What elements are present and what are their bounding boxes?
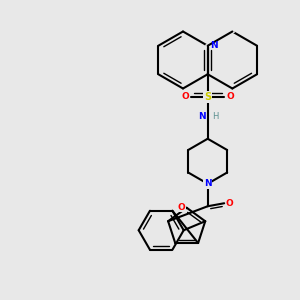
Text: N: N: [204, 179, 212, 188]
Text: N: N: [210, 40, 218, 50]
Text: O: O: [226, 92, 234, 101]
Text: O: O: [177, 203, 185, 212]
Text: H: H: [212, 112, 218, 121]
Text: O: O: [181, 92, 189, 101]
Text: O: O: [226, 199, 234, 208]
Text: N: N: [198, 112, 206, 121]
Text: S: S: [204, 92, 211, 102]
